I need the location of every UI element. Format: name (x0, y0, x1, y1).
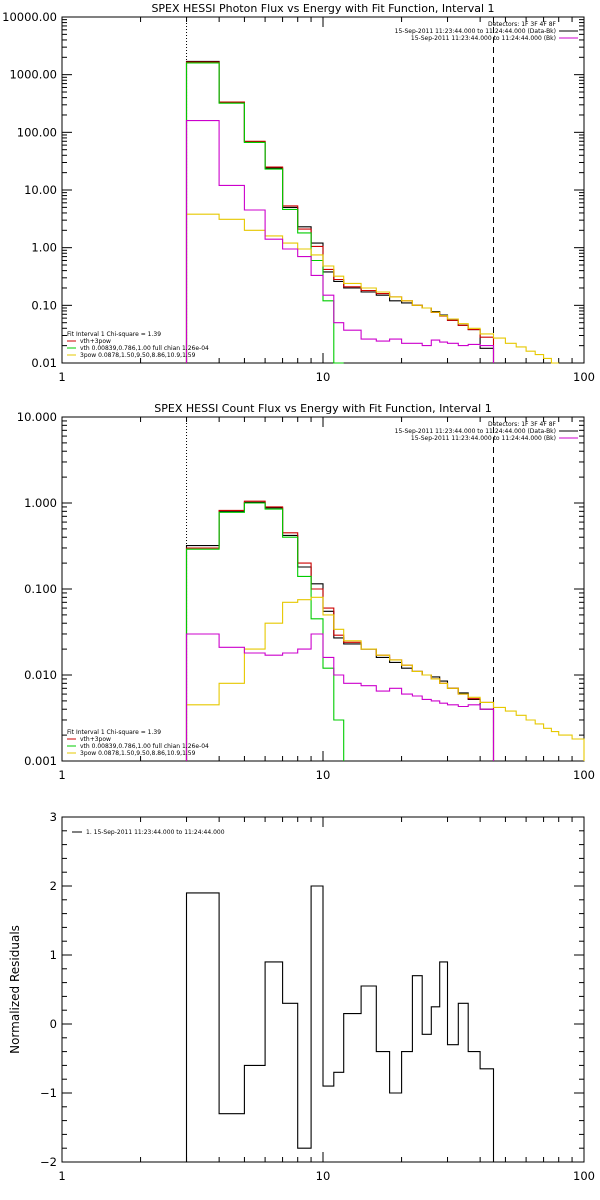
series-2-line (185, 62, 344, 364)
legend-topright-entry: Detectors: 1F 3F 4F 8F (488, 21, 557, 28)
y-tick-label: 1 (50, 948, 57, 962)
residuals-panel: Normalized Residuals 1 10 100 −2 −1 0 1 2 3 1. 15-… (8, 810, 595, 1183)
y-tick-label: 3 (50, 810, 57, 824)
y-tick-label: 1.000 (24, 496, 57, 510)
y-tick-label: 100.00 (17, 125, 57, 139)
plot-frame (61, 16, 585, 364)
y-tick-label: 10.000 (17, 410, 57, 424)
x-tick-label: 10 (316, 1169, 331, 1183)
legend-bottomleft-entry: vth+3pow (80, 338, 111, 345)
x-tick-label: 100 (573, 370, 595, 384)
x-tick-label: 100 (573, 768, 595, 782)
legend-bottomleft-entry: 3pow 0.0878,1.50,9.50,8.86,10.9,1.59 (80, 750, 196, 757)
y-tick-label: 10.00 (24, 183, 57, 197)
legend-topright-entry: 15-Sep-2011 11:23:44.000 to 11:24:44.000… (411, 35, 556, 42)
y-tick-label: 0 (50, 1017, 57, 1031)
legend-bottomleft-entry: Fit Interval 1 Chi-square = 1.39 (67, 729, 161, 736)
y-tick-label: 0.100 (24, 582, 57, 596)
panel-title: SPEX HESSI Photon Flux vs Energy with Fi… (151, 2, 494, 15)
y-axis-label: Normalized Residuals (8, 925, 22, 1054)
series-3-line (185, 596, 585, 761)
y-tick-label: −1 (40, 1086, 57, 1100)
legend-topright-entry: 15-Sep-2011 11:23:44.000 to 11:24:44.000… (411, 435, 556, 442)
legend-topright-entry: 15-Sep-2011 11:23:44.000 to 11:24:44.000… (395, 428, 556, 435)
series-4-line (185, 120, 495, 363)
x-tick-label: 1 (58, 1169, 65, 1183)
x-tick-label: 10 (316, 370, 331, 384)
series-2-line (185, 502, 345, 761)
count-flux-panel: SPEX HESSI Count Flux vs Energy with Fit… (17, 402, 595, 782)
x-tick-label: 1 (58, 768, 65, 782)
y-tick-label: −2 (40, 1155, 57, 1169)
series-0-line (185, 501, 495, 761)
y-tick-label: 1.00 (31, 241, 57, 255)
legend-bottomleft-entry: vth+3pow (80, 736, 111, 743)
legend-topleft-entry: 1. 15-Sep-2011 11:23:44.000 to 11:24:44.… (86, 829, 225, 836)
y-tick-label: 2 (50, 879, 57, 893)
y-tick-label: 10000.00 (2, 10, 57, 24)
series-0-line (185, 885, 495, 1162)
legend-bottomleft-entry: vth 0.00839,0.786,1.00 full chian 1.26e-… (80, 743, 209, 750)
legend-topright-entry: 15-Sep-2011 11:23:44.000 to 11:24:44.000… (395, 28, 556, 35)
x-tick-label: 1 (58, 370, 65, 384)
y-tick-label: 1000.00 (9, 68, 57, 82)
y-tick-label: 0.001 (24, 754, 57, 768)
legend-topright-entry: Detectors: 1F 3F 4F 8F (488, 421, 557, 428)
photon-flux-panel: SPEX HESSI Photon Flux vs Energy with Fi… (2, 2, 595, 384)
legend-bottomleft-entry: 3pow 0.0878,1.50,9.50,8.86,10.9,1.59 (80, 352, 196, 359)
legend-bottomleft-entry: Fit Interval 1 Chi-square = 1.39 (67, 331, 161, 338)
series-3-line (185, 213, 559, 364)
y-tick-label: 0.010 (24, 668, 57, 682)
panel-title: SPEX HESSI Count Flux vs Energy with Fit… (154, 402, 491, 415)
series-1-line (185, 500, 495, 761)
y-tick-label: 0.10 (31, 298, 57, 312)
y-tick-label: 0.01 (31, 356, 57, 370)
series-4-line (185, 633, 495, 761)
legend-bottomleft-entry: vth 0.00839,0.786,1.00 full chian 1.26e-… (80, 345, 209, 352)
x-tick-label: 100 (573, 1169, 595, 1183)
x-tick-label: 10 (316, 768, 331, 782)
